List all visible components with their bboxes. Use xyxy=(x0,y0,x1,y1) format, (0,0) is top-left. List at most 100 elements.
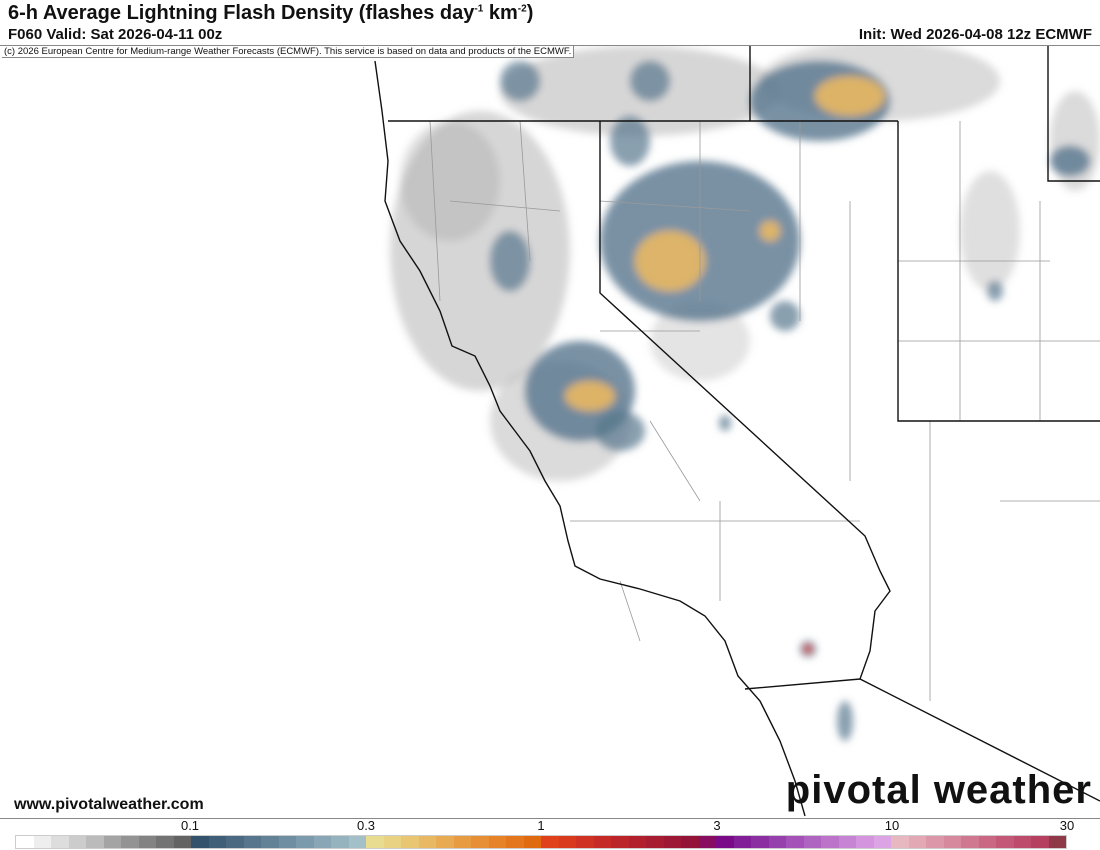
colorbar-cell xyxy=(558,836,576,848)
lightning-density-area xyxy=(837,701,853,741)
colorbar-cell xyxy=(803,836,821,848)
colorbar-cell xyxy=(261,836,279,848)
mexico-border xyxy=(744,678,1100,802)
lightning-density-area xyxy=(565,381,615,411)
colorbar-cell xyxy=(226,836,244,848)
colorbar-tick: 30 xyxy=(1059,818,1075,833)
colorbar-cell xyxy=(541,836,559,848)
lightning-density-area xyxy=(804,645,812,653)
colorbar-cell xyxy=(121,836,139,848)
colorbar-tick: 0.3 xyxy=(356,818,376,833)
colorbar-cell xyxy=(1048,836,1066,848)
colorbar-cell xyxy=(418,836,436,848)
colorbar-cell xyxy=(996,836,1014,848)
colorbar-cell xyxy=(751,836,769,848)
colorbar-cell xyxy=(296,836,314,848)
colorbar-cell xyxy=(506,836,524,848)
colorbar-cell xyxy=(68,836,86,848)
colorbar-cell xyxy=(821,836,839,848)
colorbar-cell xyxy=(366,836,384,848)
map-panel xyxy=(0,41,1100,819)
colorbar-cell xyxy=(733,836,751,848)
lightning-density-area xyxy=(719,415,731,431)
colorbar-cell xyxy=(401,836,419,848)
colorbar-cell xyxy=(1013,836,1031,848)
colorbar-cell xyxy=(173,836,191,848)
colorbar-cell xyxy=(786,836,804,848)
colorbar-tick: 1 xyxy=(537,818,545,833)
lightning-density-area xyxy=(770,301,800,331)
colorbar-cell xyxy=(488,836,506,848)
colorbar-cell xyxy=(51,836,69,848)
map-title: 6-h Average Lightning Flash Density (fla… xyxy=(8,2,534,24)
website-url[interactable]: www.pivotalweather.com xyxy=(14,796,204,813)
colorbar-cell xyxy=(873,836,891,848)
colorbar-cell xyxy=(471,836,489,848)
nevada-utah-border xyxy=(897,121,1100,422)
lightning-map xyxy=(374,41,1100,817)
lightning-density-area xyxy=(630,61,670,101)
lightning-density-area xyxy=(1050,146,1090,176)
lightning-density-area xyxy=(815,76,885,116)
colorbar-cell xyxy=(716,836,734,848)
colorbar-cell xyxy=(453,836,471,848)
colorbar-cell xyxy=(978,836,996,848)
colorbar-cell xyxy=(523,836,541,848)
nevada-border xyxy=(599,121,891,680)
colorbar-cell xyxy=(838,836,856,848)
colorbar xyxy=(15,835,1067,849)
colorbar-cell xyxy=(961,836,979,848)
state-borders xyxy=(374,46,1100,817)
colorbar-cell xyxy=(348,836,366,848)
lightning-density-area xyxy=(960,171,1020,291)
lightning-density-area xyxy=(1050,91,1100,191)
colorbar-cell xyxy=(768,836,786,848)
colorbar-cell xyxy=(646,836,664,848)
colorbar-cell xyxy=(16,836,34,848)
init-time: Init: Wed 2026-04-08 12z ECMWF xyxy=(858,26,1092,43)
lightning-density-area xyxy=(635,231,705,291)
colorbar-cell xyxy=(331,836,349,848)
colorbar-cell xyxy=(103,836,121,848)
lightning-density-area xyxy=(400,121,500,241)
colorbar-cell xyxy=(698,836,716,848)
colorbar-cell xyxy=(681,836,699,848)
county-lines xyxy=(429,120,1100,701)
colorbar-cell xyxy=(576,836,594,848)
colorbar-cell xyxy=(1031,836,1049,848)
lightning-density-area xyxy=(610,116,650,166)
colorbar-cell xyxy=(138,836,156,848)
valid-time: F060 Valid: Sat 2026-04-11 00z xyxy=(8,26,223,43)
idaho-border xyxy=(749,46,1100,182)
colorbar-cell xyxy=(891,836,909,848)
pivotal-weather-logo: pivotal weather xyxy=(785,768,1092,812)
colorbar-cell xyxy=(856,836,874,848)
colorbar-cell xyxy=(278,836,296,848)
colorbar-cell xyxy=(243,836,261,848)
lightning-density-area xyxy=(760,221,780,241)
colorbar-cell xyxy=(611,836,629,848)
colorbar-cell xyxy=(313,836,331,848)
colorbar-cell xyxy=(191,836,209,848)
colorbar-cell xyxy=(86,836,104,848)
colorbar-cell xyxy=(33,836,51,848)
lightning-density-area xyxy=(987,281,1003,301)
california-coastline xyxy=(374,60,806,817)
colorbar-tick: 10 xyxy=(884,818,900,833)
colorbar-cell xyxy=(156,836,174,848)
colorbar-cell xyxy=(383,836,401,848)
colorbar-cell xyxy=(208,836,226,848)
colorbar-cell xyxy=(926,836,944,848)
colorbar-cell xyxy=(663,836,681,848)
colorbar-tick: 3 xyxy=(713,818,721,833)
colorbar-cell xyxy=(943,836,961,848)
lightning-density-area xyxy=(490,231,530,291)
lightning-density-area xyxy=(500,61,540,101)
lightning-density-area xyxy=(595,411,645,451)
colorbar-tick: 0.1 xyxy=(180,818,200,833)
colorbar-cell xyxy=(628,836,646,848)
copyright-notice: (c) 2026 European Centre for Medium-rang… xyxy=(2,46,575,58)
colorbar-cell xyxy=(593,836,611,848)
colorbar-cell xyxy=(436,836,454,848)
colorbar-cell xyxy=(908,836,926,848)
